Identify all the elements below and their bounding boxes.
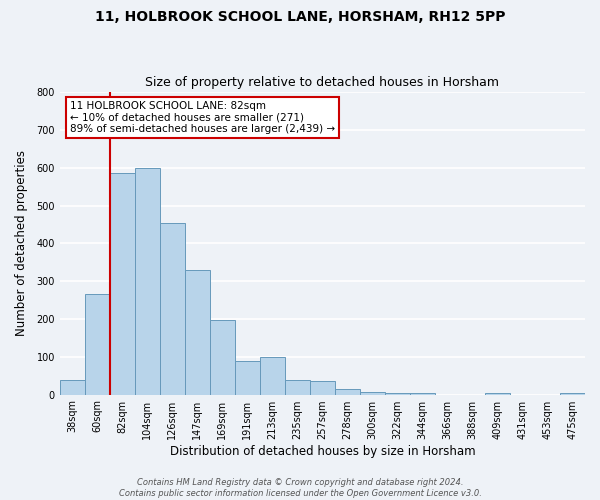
X-axis label: Distribution of detached houses by size in Horsham: Distribution of detached houses by size … [170, 444, 475, 458]
Text: 11, HOLBROOK SCHOOL LANE, HORSHAM, RH12 5PP: 11, HOLBROOK SCHOOL LANE, HORSHAM, RH12 … [95, 10, 505, 24]
Bar [210, 320, 235, 394]
Bar [410, 392, 435, 394]
Y-axis label: Number of detached properties: Number of detached properties [15, 150, 28, 336]
Title: Size of property relative to detached houses in Horsham: Size of property relative to detached ho… [145, 76, 499, 90]
Bar [85, 294, 110, 394]
Bar [110, 174, 135, 394]
Bar [485, 392, 510, 394]
Bar [135, 168, 160, 394]
Text: Contains HM Land Registry data © Crown copyright and database right 2024.
Contai: Contains HM Land Registry data © Crown c… [119, 478, 481, 498]
Bar [59, 380, 85, 394]
Bar [185, 270, 210, 394]
Bar [335, 389, 360, 394]
Bar [260, 357, 285, 395]
Text: 11 HOLBROOK SCHOOL LANE: 82sqm
← 10% of detached houses are smaller (271)
89% of: 11 HOLBROOK SCHOOL LANE: 82sqm ← 10% of … [70, 101, 335, 134]
Bar [385, 392, 410, 394]
Bar [235, 360, 260, 394]
Bar [310, 382, 335, 394]
Bar [360, 392, 385, 394]
Bar [285, 380, 310, 394]
Bar [560, 392, 585, 394]
Bar [160, 224, 185, 394]
